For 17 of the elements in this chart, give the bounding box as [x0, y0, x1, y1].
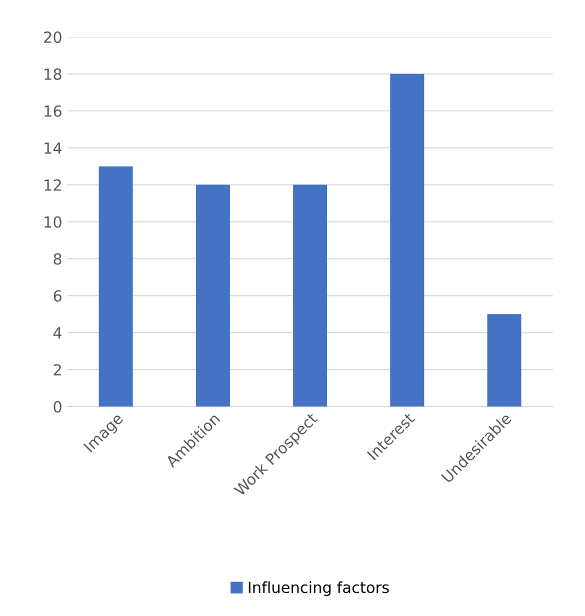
- y-tick-label: 16: [44, 105, 62, 117]
- y-tick-label: 10: [44, 216, 62, 228]
- legend-label: Influencing factors: [248, 581, 389, 596]
- bar: [293, 184, 328, 407]
- bar: [196, 184, 230, 407]
- y-tick-label: 20: [44, 31, 62, 43]
- bar: [98, 166, 133, 407]
- y-tick-label: 12: [44, 179, 61, 191]
- y-tick-label: 0: [54, 401, 62, 413]
- bar: [390, 74, 424, 407]
- y-tick-label: 8: [54, 253, 62, 265]
- bar: [487, 314, 522, 407]
- y-tick-label: 14: [44, 142, 62, 154]
- y-tick-label: 18: [44, 68, 62, 80]
- y-tick-label: 6: [54, 290, 62, 302]
- y-tick-label: 2: [54, 364, 61, 376]
- y-tick-label: 4: [53, 327, 62, 338]
